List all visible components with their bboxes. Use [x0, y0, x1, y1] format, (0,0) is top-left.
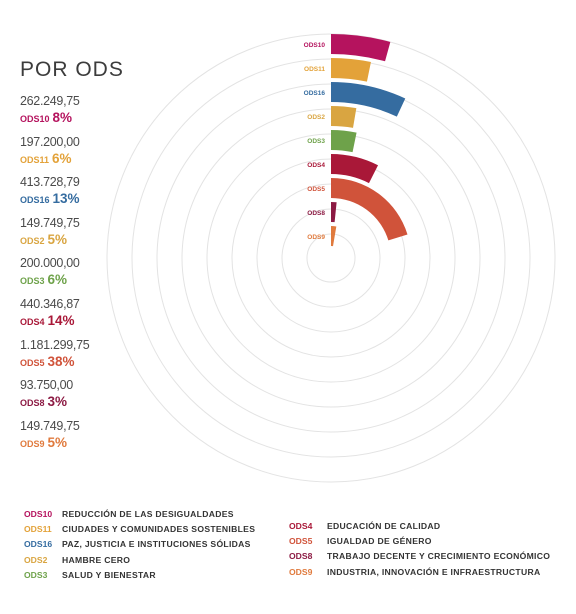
bar-ods8 [331, 202, 337, 223]
legend-item: ODS4 EDUCACIÓN DE CALIDAD [289, 520, 440, 532]
stat-percent: 5% [47, 434, 68, 450]
stat-percent: 13% [52, 191, 80, 207]
legend-code: ODS5 [289, 536, 313, 547]
legend-item: ODS11 CIUDADES Y COMUNIDADES SOSTENIBLES [24, 523, 255, 535]
stat-code: ODS3 [20, 276, 45, 287]
bar-label: ODS11 [304, 66, 325, 73]
radial-bar-chart: ODS10 ODS11 ODS16 ODS2 ODS3 ODS4 ODS5 ODS8 ODS9 [106, 33, 556, 483]
stat-item: 262.249,75 ODS10 8% [20, 94, 160, 135]
grid-ring [281, 208, 381, 308]
stat-amount: 149.749,75 [20, 215, 80, 230]
stat-amount: 93.750,00 [20, 378, 73, 393]
legend-code: ODS2 [24, 554, 48, 565]
bar-ods3 [331, 130, 357, 153]
stat-code: ODS10 [20, 114, 50, 124]
bar-label: ODS9 [307, 234, 325, 241]
stat-amount: 262.249,75 [20, 94, 80, 108]
bar-label: ODS10 [304, 42, 326, 49]
stat-item: 197.200,00 ODS11 6% [20, 135, 160, 176]
stat-code: ODS11 [20, 154, 50, 165]
stat-percent: 5% [47, 231, 68, 247]
legend-code: ODS16 [24, 539, 53, 550]
stat-amount: 149.749,75 [20, 418, 80, 433]
bar-ods11 [331, 58, 371, 82]
legend-label: EDUCACIÓN DE CALIDAD [327, 521, 441, 531]
legend-label: INDUSTRIA, INNOVACIÓN E INFRAESTRUCTURA [327, 566, 541, 577]
chart-bar-labels: ODS10 ODS11 ODS16 ODS2 ODS3 ODS4 ODS5 ODS8 ODS9 [304, 42, 326, 241]
bar-ods16 [331, 82, 406, 117]
stat-item: 1.181.299,75 ODS5 38% [20, 338, 160, 379]
stat-item: 413.728,79 ODS16 13% [20, 175, 160, 216]
stats-list: 262.249,75 ODS10 8% 197.200,00 ODS11 6% 413.72… [20, 94, 160, 459]
bar-ods2 [331, 106, 357, 128]
page-title: POR ODS [20, 58, 124, 81]
legend-item: ODS3 SALUD Y BIENESTAR [24, 569, 156, 581]
legend-code: ODS11 [24, 524, 52, 535]
bar-label: ODS4 [307, 162, 325, 169]
grid-ring [181, 108, 481, 408]
stat-amount: 1.181.299,75 [20, 337, 90, 352]
bar-ods4 [331, 154, 379, 184]
stat-code: ODS4 [20, 316, 45, 327]
legend-item: ODS9 INDUSTRIA, INNOVACIÓN E INFRAESTRUCT… [289, 566, 541, 578]
stat-percent: 6% [47, 272, 68, 288]
legend-code: ODS8 [289, 551, 313, 562]
legend-item: ODS10 REDUCCIÓN DE LAS DESIGUALDADES [24, 508, 234, 520]
bar-label: ODS5 [307, 186, 325, 193]
bar-label: ODS16 [304, 90, 326, 97]
stat-item: 200.000,00 ODS3 6% [20, 256, 160, 297]
legend-label: TRABAJO DECENTE Y CRECIMIENTO ECONÓMICO [327, 551, 551, 562]
legend-code: ODS10 [24, 509, 53, 519]
stat-code: ODS9 [20, 438, 45, 449]
stat-percent: 6% [52, 150, 72, 166]
legend-item: ODS2 HAMBRE CERO [24, 554, 130, 566]
stat-code: ODS16 [20, 195, 50, 206]
stat-percent: 38% [47, 353, 75, 369]
chart-bars [331, 34, 408, 247]
legend-item: ODS16 PAZ, JUSTICIA E INSTITUCIONES SÓLID… [24, 538, 251, 550]
bar-ods5 [331, 178, 408, 241]
bar-label: ODS3 [307, 138, 325, 145]
bar-ods9 [331, 226, 337, 247]
legend-item: ODS5 IGUALDAD DE GÉNERO [289, 535, 432, 547]
stat-item: 440.346,87 ODS4 14% [20, 297, 160, 338]
bar-ods10 [331, 34, 391, 62]
bar-label: ODS8 [307, 210, 325, 217]
stat-amount: 197.200,00 [20, 134, 80, 149]
legend-label: REDUCCIÓN DE LAS DESIGUALDADES [62, 509, 234, 519]
legend-label: PAZ, JUSTICIA E INSTITUCIONES SÓLIDAS [62, 539, 251, 550]
stat-percent: 8% [52, 110, 73, 125]
stat-percent: 3% [47, 394, 68, 410]
legend-label: HAMBRE CERO [62, 554, 131, 565]
legend-item: ODS8 TRABAJO DECENTE Y CRECIMIENTO ECONÓM… [289, 550, 550, 562]
stat-code: ODS2 [20, 235, 45, 246]
legend-code: ODS9 [289, 566, 313, 577]
legend-label: SALUD Y BIENESTAR [62, 569, 156, 580]
legend-code: ODS3 [24, 569, 48, 580]
stat-amount: 200.000,00 [20, 256, 80, 271]
stat-code: ODS8 [20, 398, 45, 409]
stat-percent: 14% [47, 312, 75, 328]
legend-label: CIUDADES Y COMUNIDADES SOSTENIBLES [62, 524, 256, 535]
legend-code: ODS4 [289, 521, 313, 531]
stat-item: 149.749,75 ODS9 5% [20, 419, 160, 460]
legend-label: IGUALDAD DE GÉNERO [327, 536, 432, 547]
stat-amount: 440.346,87 [20, 296, 80, 311]
stat-amount: 413.728,79 [20, 175, 80, 190]
stat-item: 93.750,00 ODS8 3% [20, 378, 160, 419]
stat-item: 149.749,75 ODS2 5% [20, 216, 160, 257]
stat-code: ODS5 [20, 357, 45, 368]
bar-label: ODS2 [307, 114, 325, 121]
